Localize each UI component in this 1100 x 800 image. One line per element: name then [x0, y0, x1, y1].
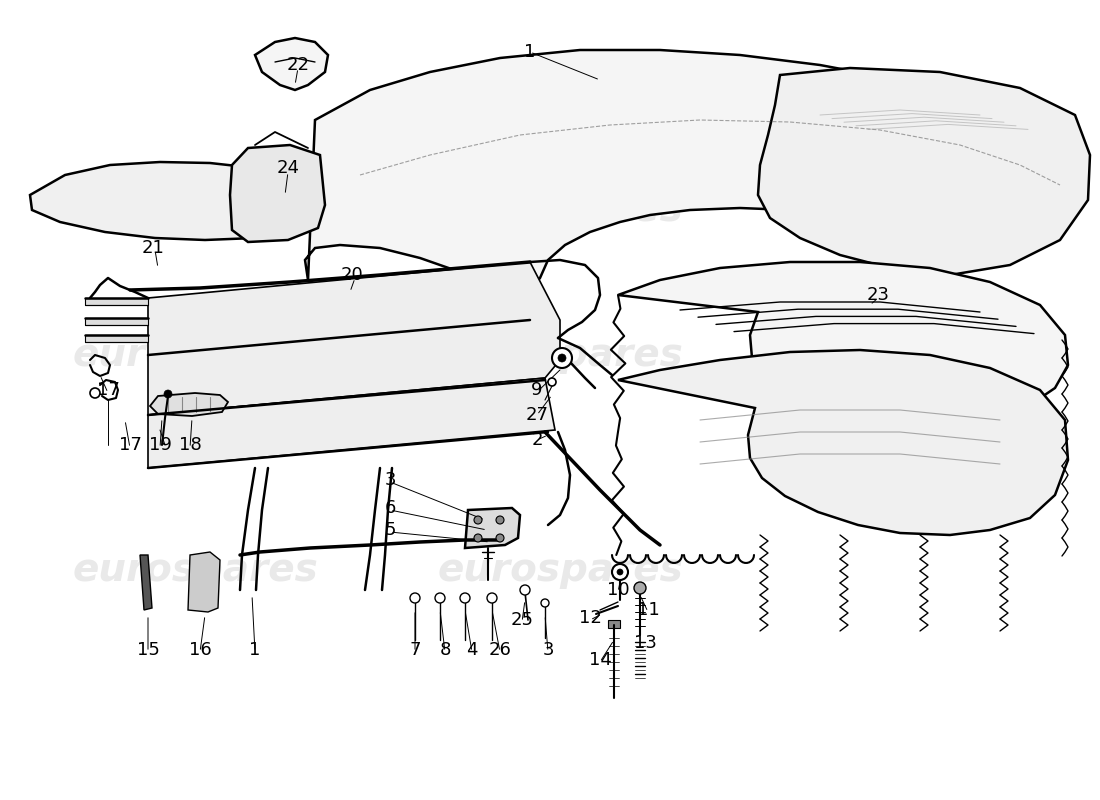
Circle shape [617, 569, 623, 575]
Text: 5: 5 [384, 521, 396, 539]
Text: 17: 17 [97, 381, 120, 399]
Text: 25: 25 [510, 611, 534, 629]
Text: eurospares: eurospares [73, 336, 318, 374]
Text: 12: 12 [579, 609, 602, 627]
Circle shape [496, 516, 504, 524]
Circle shape [558, 354, 566, 362]
Polygon shape [188, 552, 220, 612]
Circle shape [612, 564, 628, 580]
Polygon shape [85, 318, 148, 325]
Text: 14: 14 [588, 651, 612, 669]
Text: 4: 4 [466, 641, 477, 659]
Polygon shape [618, 350, 1068, 535]
Text: 16: 16 [188, 641, 211, 659]
Text: 17: 17 [119, 436, 142, 454]
Text: 24: 24 [276, 159, 299, 177]
Text: 18: 18 [178, 436, 201, 454]
Polygon shape [30, 162, 322, 240]
Polygon shape [148, 262, 560, 415]
Circle shape [164, 390, 172, 398]
Text: 26: 26 [488, 641, 512, 659]
Text: 8: 8 [439, 641, 451, 659]
Text: 21: 21 [142, 239, 164, 257]
Text: 2: 2 [531, 431, 542, 449]
Circle shape [548, 378, 556, 386]
Circle shape [487, 593, 497, 603]
Text: 27: 27 [526, 406, 549, 424]
Polygon shape [140, 555, 152, 610]
Polygon shape [150, 393, 228, 416]
Polygon shape [148, 378, 556, 468]
Text: 3: 3 [384, 471, 396, 489]
Text: eurospares: eurospares [73, 191, 318, 229]
Text: 20: 20 [341, 266, 363, 284]
Text: 10: 10 [607, 581, 629, 599]
Polygon shape [255, 38, 328, 90]
Text: 3: 3 [542, 641, 553, 659]
Polygon shape [85, 335, 148, 342]
Text: eurospares: eurospares [437, 551, 683, 589]
Polygon shape [758, 68, 1090, 275]
Polygon shape [305, 50, 1085, 295]
Circle shape [541, 599, 549, 607]
Circle shape [474, 516, 482, 524]
Text: eurospares: eurospares [437, 191, 683, 229]
Circle shape [634, 582, 646, 594]
Text: 9: 9 [531, 381, 542, 399]
Text: eurospares: eurospares [73, 551, 318, 589]
Bar [608, 620, 620, 628]
Text: 7: 7 [409, 641, 420, 659]
Text: 15: 15 [136, 641, 160, 659]
Polygon shape [618, 262, 1068, 420]
Circle shape [90, 388, 100, 398]
Polygon shape [230, 145, 324, 242]
Polygon shape [465, 508, 520, 548]
Circle shape [434, 593, 446, 603]
Circle shape [552, 348, 572, 368]
Text: 19: 19 [148, 436, 172, 454]
Circle shape [410, 593, 420, 603]
Text: 6: 6 [384, 499, 396, 517]
Text: 23: 23 [867, 286, 890, 304]
Circle shape [520, 585, 530, 595]
Text: 22: 22 [286, 56, 309, 74]
Circle shape [460, 593, 470, 603]
Text: eurospares: eurospares [437, 336, 683, 374]
Text: 13: 13 [634, 634, 657, 652]
Text: 11: 11 [637, 601, 659, 619]
Polygon shape [85, 298, 148, 305]
Text: 1: 1 [525, 43, 536, 61]
Circle shape [474, 534, 482, 542]
Text: 1: 1 [250, 641, 261, 659]
Circle shape [496, 534, 504, 542]
